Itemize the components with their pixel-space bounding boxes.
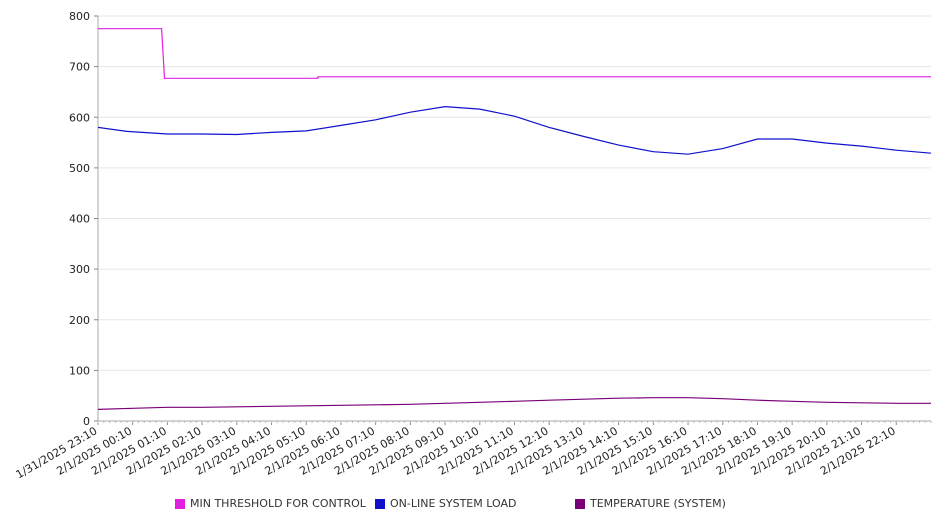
y-tick-label: 0 bbox=[83, 415, 90, 428]
legend-label-min-threshold: MIN THRESHOLD FOR CONTROL bbox=[190, 497, 366, 510]
legend: MIN THRESHOLD FOR CONTROL ON-LINE SYSTEM… bbox=[0, 497, 946, 515]
y-tick-label: 500 bbox=[69, 162, 90, 175]
y-tick-label: 700 bbox=[69, 61, 90, 74]
y-tick-label: 200 bbox=[69, 314, 90, 327]
grid-lines bbox=[98, 15, 931, 371]
series-group bbox=[97, 28, 932, 410]
legend-item-min-threshold[interactable]: MIN THRESHOLD FOR CONTROL bbox=[175, 497, 366, 510]
series-line-2 bbox=[97, 397, 931, 410]
y-tick-label: 400 bbox=[69, 213, 90, 226]
x-axis-ticks: 1/31/2025 23:102/1/2025 00:102/1/2025 01… bbox=[14, 421, 932, 481]
y-tick-label: 100 bbox=[69, 364, 90, 377]
legend-label-temperature: TEMPERATURE (SYSTEM) bbox=[590, 497, 726, 510]
y-tick-label: 300 bbox=[69, 263, 90, 276]
legend-swatch-system-load bbox=[375, 498, 385, 509]
legend-swatch-temperature bbox=[575, 498, 585, 509]
series-line-0 bbox=[98, 28, 931, 79]
y-tick-label: 600 bbox=[69, 111, 90, 124]
legend-swatch-min-threshold bbox=[175, 498, 185, 509]
legend-item-temperature[interactable]: TEMPERATURE (SYSTEM) bbox=[575, 497, 726, 510]
legend-label-system-load: ON-LINE SYSTEM LOAD bbox=[390, 497, 517, 510]
y-tick-label: 800 bbox=[69, 10, 90, 23]
y-axis-ticks: 0 100 200 300 400 500 600 700 800 bbox=[69, 10, 98, 428]
series-line-1 bbox=[97, 105, 932, 155]
legend-item-system-load[interactable]: ON-LINE SYSTEM LOAD bbox=[375, 497, 516, 510]
